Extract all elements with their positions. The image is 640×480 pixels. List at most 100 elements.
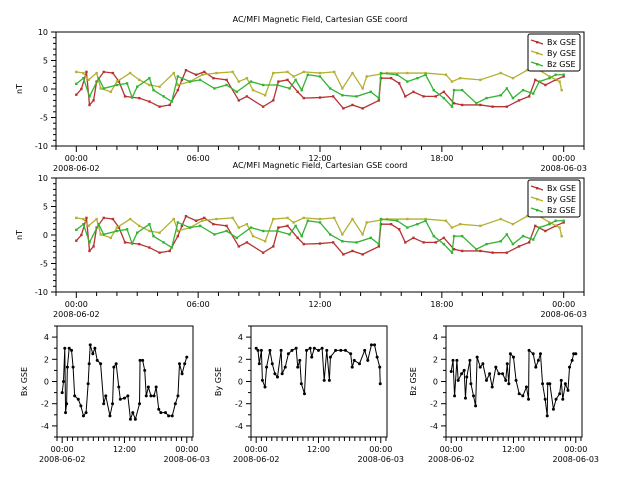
y-axis-label: nT: [15, 84, 24, 94]
data-point: [82, 76, 85, 80]
x-tick-label: 00:00: [552, 300, 575, 309]
data-point: [460, 88, 464, 92]
data-point: [460, 234, 464, 238]
data-point: [527, 95, 531, 98]
data-point: [79, 404, 83, 408]
data-point: [270, 362, 274, 366]
data-point: [545, 414, 549, 418]
data-point: [361, 233, 364, 236]
data-point: [548, 382, 552, 386]
data-point: [524, 385, 528, 389]
data-point: [138, 78, 141, 82]
data-point: [351, 217, 354, 221]
data-point: [434, 241, 437, 244]
data-point: [136, 85, 139, 88]
data-point: [95, 358, 99, 362]
data-point: [117, 226, 121, 229]
data-point: [296, 236, 299, 240]
data-point: [318, 75, 322, 78]
data-point: [320, 346, 324, 350]
data-point: [272, 99, 275, 102]
data-point: [288, 87, 291, 90]
x-tick-date-label: 2008-06-03: [540, 164, 587, 173]
data-point: [237, 99, 240, 102]
plot-frame: [445, 325, 583, 438]
data-point: [80, 87, 83, 91]
panel-1: AC/MFI Magnetic Field, Cartesian GSE coo…: [15, 161, 587, 319]
x-tick-label: 00:00: [564, 445, 587, 454]
x-tick-label: 00:00: [65, 300, 88, 309]
data-point: [294, 78, 297, 82]
data-point: [215, 217, 218, 221]
data-point: [491, 251, 494, 254]
data-point: [452, 248, 456, 251]
y-tick-label: 4: [433, 333, 438, 342]
data-point: [277, 80, 280, 83]
data-point: [231, 216, 234, 220]
x-tick-label: 06:00: [187, 300, 210, 309]
data-point: [517, 99, 521, 102]
data-point: [277, 226, 280, 229]
data-point: [168, 103, 171, 107]
data-point: [71, 365, 75, 369]
x-tick-date-label: 2008-06-03: [358, 455, 405, 464]
data-point: [115, 229, 119, 233]
data-point: [499, 217, 502, 221]
data-point: [87, 224, 90, 228]
data-point: [92, 245, 95, 248]
data-point: [117, 80, 121, 83]
legend: Bx GSE By GSE Bz GSE: [527, 179, 581, 218]
data-point: [64, 411, 68, 415]
data-point: [406, 71, 409, 75]
data-point: [176, 88, 180, 92]
data-point: [125, 228, 129, 231]
data-point: [286, 352, 290, 356]
y-tick-label: 2: [44, 355, 49, 364]
data-point: [292, 75, 295, 78]
data-point: [104, 394, 108, 398]
data-point: [91, 352, 95, 356]
data-point: [460, 372, 464, 376]
data-point: [377, 242, 381, 246]
data-point: [117, 385, 121, 389]
data-point: [558, 392, 562, 396]
data-point: [292, 221, 295, 224]
data-point: [442, 242, 446, 246]
data-point: [180, 78, 184, 82]
data-point: [82, 217, 85, 221]
data-point: [296, 365, 300, 369]
data-point: [527, 348, 531, 352]
data-point: [70, 348, 74, 352]
y-tick-label: 5: [43, 57, 48, 66]
data-point: [406, 226, 409, 229]
data-point: [366, 358, 370, 362]
data-point: [88, 95, 91, 98]
data-point: [256, 348, 260, 352]
data-point: [505, 362, 509, 366]
data-point: [478, 365, 482, 369]
data-point: [378, 382, 382, 386]
data-point: [538, 226, 541, 229]
data-point: [131, 411, 135, 415]
data-point: [80, 233, 83, 237]
data-point: [389, 222, 393, 226]
data-point: [276, 229, 279, 233]
data-point: [162, 95, 165, 98]
data-point: [339, 348, 343, 352]
data-point: [67, 346, 71, 350]
data-point: [310, 355, 314, 359]
data-point: [109, 90, 113, 94]
y-axis-label: nT: [15, 230, 24, 240]
data-point: [201, 73, 204, 76]
data-point: [225, 224, 228, 228]
data-point: [463, 396, 467, 400]
data-point: [302, 242, 305, 246]
data-point: [452, 102, 456, 105]
data-point: [422, 241, 425, 244]
data-point: [102, 233, 105, 236]
data-point: [497, 372, 501, 376]
legend-entry: By GSE: [547, 49, 576, 58]
data-point: [172, 71, 175, 75]
data-point: [511, 96, 515, 100]
